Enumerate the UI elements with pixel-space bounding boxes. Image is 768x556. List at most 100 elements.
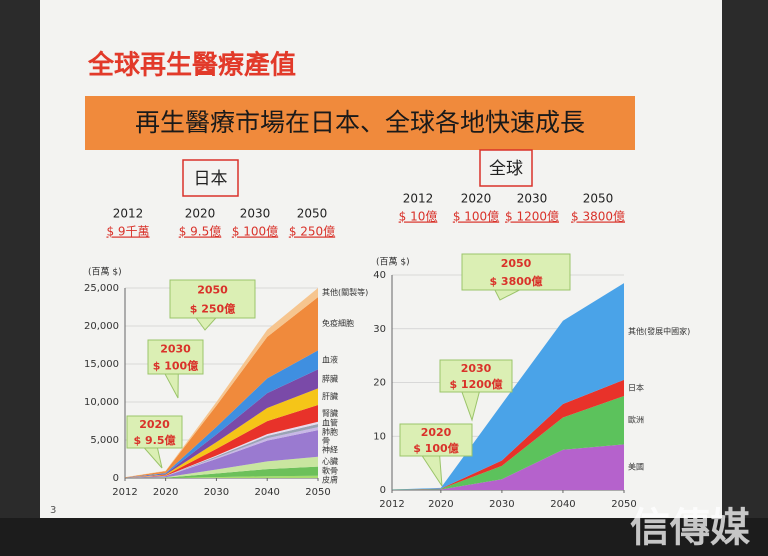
chart-title-box — [182, 159, 239, 197]
area — [125, 424, 318, 478]
page-number: 3 — [50, 505, 56, 516]
area — [125, 288, 318, 478]
y-tick-label: 10,000 — [84, 397, 119, 408]
x-tick-label: 2012 — [112, 487, 137, 498]
y-tick-label: 15,000 — [84, 359, 119, 370]
callout-text: 2050 — [501, 257, 532, 270]
summary-year: 2050 — [297, 207, 328, 221]
x-tick-label: 2020 — [153, 487, 178, 498]
y-axis-label: (百萬 $) — [376, 256, 410, 268]
series-label: 其他(發展中國家) — [628, 326, 690, 336]
summary-amount: $ 250億 — [289, 225, 335, 239]
area — [125, 421, 318, 478]
area — [392, 379, 624, 490]
series-label: 骨 — [322, 436, 330, 445]
series-label: 軟骨 — [322, 466, 338, 476]
callout-text: 2030 — [461, 362, 492, 375]
summary-amount: $ 9千萬 — [106, 225, 149, 239]
y-tick-label: 20 — [373, 378, 386, 389]
area — [125, 475, 318, 478]
slide-title: 全球再生醫療產值 — [87, 50, 296, 81]
area — [392, 283, 624, 490]
area — [392, 444, 624, 490]
series-label: 肝臟 — [322, 391, 338, 401]
y-tick-label: 10 — [373, 431, 386, 442]
area — [125, 405, 318, 478]
callout-box — [169, 279, 256, 319]
callout-box — [439, 359, 513, 393]
floor — [0, 518, 768, 556]
chart-title-box — [479, 149, 533, 187]
callout-text: 2030 — [160, 343, 191, 356]
series-label: 歐洲 — [628, 415, 644, 425]
y-tick-label: 0 — [113, 473, 119, 484]
callout-box — [461, 253, 571, 291]
callout-box — [126, 415, 183, 449]
chart-title: 全球 — [489, 159, 523, 179]
y-tick-label: 5,000 — [90, 435, 119, 446]
summary-amount: $ 9.5億 — [179, 225, 222, 239]
banner-text: 再生醫療市場在日本、全球各地快速成長 — [135, 108, 585, 137]
series-label: 腎臟 — [322, 408, 338, 418]
x-tick-label: 2030 — [489, 499, 514, 510]
series-label: 神経 — [322, 444, 338, 454]
series-label: 血管 — [322, 417, 338, 427]
callout-text: $ 3800億 — [489, 274, 542, 288]
callout-text: 2020 — [139, 418, 170, 431]
area — [125, 297, 318, 478]
y-tick-label: 20,000 — [84, 321, 119, 332]
callout-text: $ 100億 — [153, 359, 198, 373]
series-label: 心臟 — [322, 456, 338, 466]
area — [125, 369, 318, 478]
area — [125, 430, 318, 478]
y-tick-label: 0 — [380, 485, 386, 496]
area — [125, 388, 318, 478]
y-tick-label: 25,000 — [84, 283, 119, 294]
summary-amount: $ 1200億 — [505, 210, 559, 224]
x-tick-label: 2030 — [204, 487, 229, 498]
series-label: 肺胞 — [322, 426, 338, 436]
watermark: 信傳媒 — [630, 505, 751, 551]
summary-year: 2030 — [517, 192, 548, 206]
x-tick-label: 2020 — [428, 499, 453, 510]
summary-year: 2020 — [461, 192, 492, 206]
summary-amount: $ 100億 — [453, 210, 499, 224]
callout-text: $ 1200億 — [449, 377, 502, 391]
callout-text: $ 100億 — [413, 441, 458, 455]
callout-box — [147, 339, 204, 375]
area — [125, 456, 318, 478]
x-tick-label: 2050 — [611, 499, 636, 510]
area — [125, 466, 318, 478]
area — [125, 427, 318, 478]
callout-text: 2050 — [197, 284, 228, 297]
x-tick-label: 2012 — [379, 499, 404, 510]
series-label: 皮膚 — [322, 475, 338, 485]
series-label: 血液 — [322, 354, 338, 364]
series-label: 日本 — [628, 382, 644, 392]
summary-year: 2050 — [583, 192, 614, 206]
summary-amount: $ 100億 — [232, 225, 278, 239]
x-tick-label: 2050 — [305, 487, 330, 498]
series-label: 免疫細胞 — [322, 318, 354, 328]
x-tick-label: 2040 — [254, 487, 279, 498]
series-label: 膵臟 — [322, 373, 338, 383]
series-label: 美國 — [628, 462, 644, 472]
area — [125, 350, 318, 478]
summary-year: 2012 — [113, 207, 144, 221]
summary-year: 2020 — [185, 207, 216, 221]
summary-year: 2012 — [403, 192, 434, 206]
summary-year: 2030 — [240, 207, 271, 221]
callout-text: 2020 — [421, 426, 452, 439]
area — [392, 395, 624, 490]
y-tick-label: 30 — [373, 324, 386, 335]
callout-text: $ 250億 — [190, 302, 235, 316]
summary-amount: $ 3800億 — [571, 210, 625, 224]
summary-amount: $ 10億 — [399, 210, 438, 224]
series-label: 其他(關製等) — [322, 287, 368, 297]
x-tick-label: 2040 — [550, 499, 575, 510]
chart-title: 日本 — [194, 169, 228, 189]
y-tick-label: 40 — [373, 270, 386, 281]
banner — [85, 96, 635, 150]
